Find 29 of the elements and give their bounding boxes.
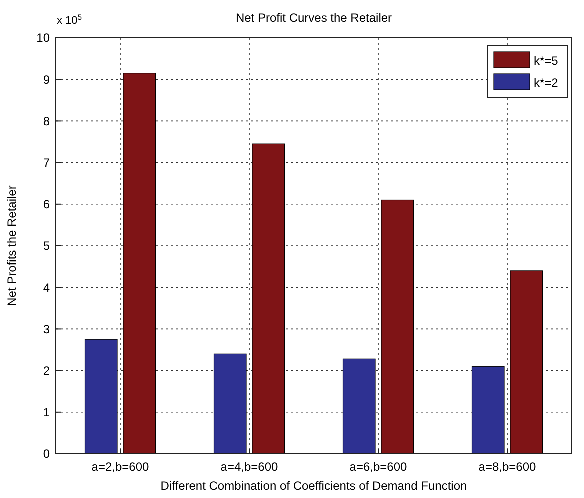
bar [510,270,544,454]
y-tick-label: 7 [43,156,50,170]
x-tick-label: a=6,b=600 [350,460,408,474]
legend-label: k*=5 [534,54,559,68]
x-tick-label: a=8,b=600 [478,460,537,474]
y-tick-label: 5 [43,239,50,254]
bar [472,366,505,454]
y-tick-label: 1 [43,406,50,420]
y-tick-label: 9 [43,72,50,87]
y-tick-label: 10 [36,31,50,46]
y-tick-label: 2 [43,364,50,378]
bar [123,73,156,454]
text: x 10$^{5}$ [57,12,82,27]
y-tick-label: 8 [43,114,50,128]
chart-title: Net Profit Curves the Retailer [236,11,392,25]
y-tick-label: 3 [43,322,50,336]
y-tick-label: 4 [43,280,50,295]
y-tick-label: 0 [43,447,50,462]
bar [214,354,247,454]
x-axis-title: Different Combination of Coefficients of Demand Function [160,479,468,493]
y-tick-label: 6 [43,198,50,212]
bar [252,144,286,454]
legend-label: k*=2 [534,76,559,90]
bar [381,200,414,454]
bar [342,358,376,454]
x-tick-label: a=4,b=600 [220,460,279,474]
bar [84,339,118,454]
x-tick-label: a=2,b=600 [92,460,150,474]
y-axis-title: Net Profits the Retailer [5,186,19,306]
